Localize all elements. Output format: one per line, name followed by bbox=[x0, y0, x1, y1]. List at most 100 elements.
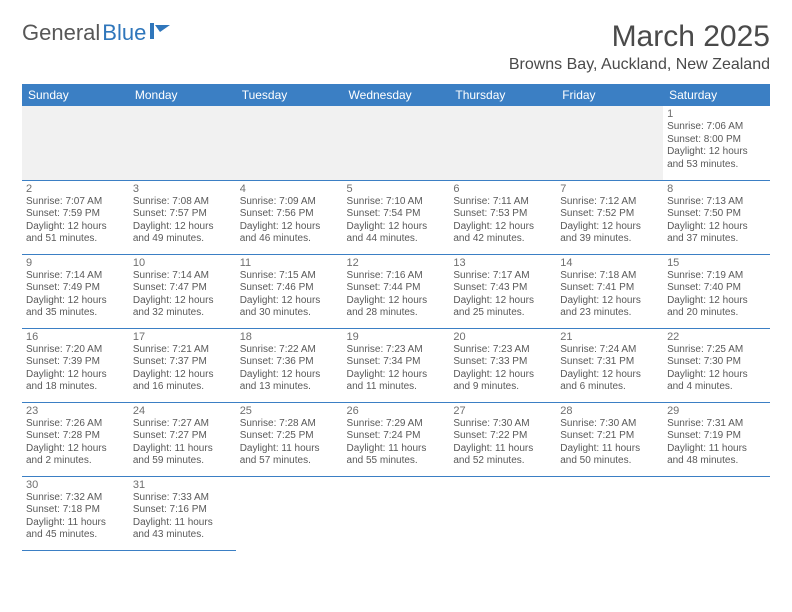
cell-sunset: Sunset: 7:40 PM bbox=[667, 282, 766, 295]
cell-sunset: Sunset: 7:50 PM bbox=[667, 208, 766, 221]
cell-day1: Daylight: 12 hours bbox=[560, 295, 659, 308]
cell-sunset: Sunset: 7:24 PM bbox=[347, 430, 446, 443]
cell-sunrise: Sunrise: 7:25 AM bbox=[667, 344, 766, 357]
cell-sunrise: Sunrise: 7:27 AM bbox=[133, 418, 232, 431]
cell-day2: and 46 minutes. bbox=[240, 233, 339, 246]
cell-day2: and 20 minutes. bbox=[667, 307, 766, 320]
cell-sunset: Sunset: 7:57 PM bbox=[133, 208, 232, 221]
cell-day1: Daylight: 12 hours bbox=[560, 221, 659, 234]
cell-sunset: Sunset: 7:43 PM bbox=[453, 282, 552, 295]
logo: General Blue bbox=[22, 20, 172, 46]
cell-sunrise: Sunrise: 7:23 AM bbox=[453, 344, 552, 357]
calendar-cell-empty bbox=[449, 106, 556, 180]
cell-day2: and 28 minutes. bbox=[347, 307, 446, 320]
day-number: 17 bbox=[133, 331, 232, 343]
calendar-cell: 23Sunrise: 7:26 AMSunset: 7:28 PMDayligh… bbox=[22, 402, 129, 476]
cell-sunset: Sunset: 7:34 PM bbox=[347, 356, 446, 369]
calendar-cell-empty bbox=[343, 106, 450, 180]
day-number: 22 bbox=[667, 331, 766, 343]
header: General Blue March 2025 Browns Bay, Auck… bbox=[22, 20, 770, 74]
cell-day1: Daylight: 12 hours bbox=[347, 221, 446, 234]
cell-sunrise: Sunrise: 7:26 AM bbox=[26, 418, 125, 431]
cell-day1: Daylight: 12 hours bbox=[453, 221, 552, 234]
cell-day1: Daylight: 12 hours bbox=[26, 221, 125, 234]
cell-sunset: Sunset: 7:21 PM bbox=[560, 430, 659, 443]
day-header: Wednesday bbox=[343, 84, 450, 106]
calendar-cell-empty bbox=[556, 476, 663, 550]
cell-day1: Daylight: 12 hours bbox=[347, 369, 446, 382]
cell-sunrise: Sunrise: 7:11 AM bbox=[453, 196, 552, 209]
cell-day2: and 49 minutes. bbox=[133, 233, 232, 246]
month-title: March 2025 bbox=[509, 20, 770, 54]
day-number: 26 bbox=[347, 405, 446, 417]
day-number: 14 bbox=[560, 257, 659, 269]
calendar-cell: 6Sunrise: 7:11 AMSunset: 7:53 PMDaylight… bbox=[449, 180, 556, 254]
cell-day1: Daylight: 11 hours bbox=[133, 517, 232, 530]
cell-sunrise: Sunrise: 7:31 AM bbox=[667, 418, 766, 431]
calendar-cell-empty bbox=[556, 106, 663, 180]
day-number: 12 bbox=[347, 257, 446, 269]
cell-day2: and 18 minutes. bbox=[26, 381, 125, 394]
cell-sunset: Sunset: 7:30 PM bbox=[667, 356, 766, 369]
day-number: 3 bbox=[133, 183, 232, 195]
day-number: 18 bbox=[240, 331, 339, 343]
cell-day2: and 32 minutes. bbox=[133, 307, 232, 320]
cell-day1: Daylight: 11 hours bbox=[667, 443, 766, 456]
cell-sunset: Sunset: 7:37 PM bbox=[133, 356, 232, 369]
calendar-cell: 7Sunrise: 7:12 AMSunset: 7:52 PMDaylight… bbox=[556, 180, 663, 254]
calendar-cell: 9Sunrise: 7:14 AMSunset: 7:49 PMDaylight… bbox=[22, 254, 129, 328]
cell-sunset: Sunset: 7:53 PM bbox=[453, 208, 552, 221]
cell-day1: Daylight: 12 hours bbox=[453, 295, 552, 308]
cell-sunrise: Sunrise: 7:13 AM bbox=[667, 196, 766, 209]
calendar-cell: 8Sunrise: 7:13 AMSunset: 7:50 PMDaylight… bbox=[663, 180, 770, 254]
day-number: 19 bbox=[347, 331, 446, 343]
cell-day1: Daylight: 12 hours bbox=[347, 295, 446, 308]
cell-day2: and 13 minutes. bbox=[240, 381, 339, 394]
day-number: 5 bbox=[347, 183, 446, 195]
day-number: 2 bbox=[26, 183, 125, 195]
calendar-cell: 10Sunrise: 7:14 AMSunset: 7:47 PMDayligh… bbox=[129, 254, 236, 328]
cell-day2: and 2 minutes. bbox=[26, 455, 125, 468]
calendar-cell: 13Sunrise: 7:17 AMSunset: 7:43 PMDayligh… bbox=[449, 254, 556, 328]
day-number: 20 bbox=[453, 331, 552, 343]
calendar-cell: 14Sunrise: 7:18 AMSunset: 7:41 PMDayligh… bbox=[556, 254, 663, 328]
calendar-cell: 24Sunrise: 7:27 AMSunset: 7:27 PMDayligh… bbox=[129, 402, 236, 476]
calendar-cell: 18Sunrise: 7:22 AMSunset: 7:36 PMDayligh… bbox=[236, 328, 343, 402]
cell-day1: Daylight: 12 hours bbox=[26, 369, 125, 382]
cell-day1: Daylight: 12 hours bbox=[667, 369, 766, 382]
cell-sunset: Sunset: 7:41 PM bbox=[560, 282, 659, 295]
calendar-cell: 17Sunrise: 7:21 AMSunset: 7:37 PMDayligh… bbox=[129, 328, 236, 402]
cell-day1: Daylight: 12 hours bbox=[240, 221, 339, 234]
cell-day2: and 57 minutes. bbox=[240, 455, 339, 468]
cell-sunset: Sunset: 7:22 PM bbox=[453, 430, 552, 443]
day-number: 21 bbox=[560, 331, 659, 343]
cell-day1: Daylight: 11 hours bbox=[240, 443, 339, 456]
calendar-row: 23Sunrise: 7:26 AMSunset: 7:28 PMDayligh… bbox=[22, 402, 770, 476]
cell-sunset: Sunset: 7:39 PM bbox=[26, 356, 125, 369]
cell-day2: and 51 minutes. bbox=[26, 233, 125, 246]
cell-day1: Daylight: 12 hours bbox=[133, 221, 232, 234]
day-header: Thursday bbox=[449, 84, 556, 106]
calendar-cell-empty bbox=[449, 476, 556, 550]
cell-day2: and 4 minutes. bbox=[667, 381, 766, 394]
day-header: Tuesday bbox=[236, 84, 343, 106]
calendar-cell: 4Sunrise: 7:09 AMSunset: 7:56 PMDaylight… bbox=[236, 180, 343, 254]
cell-day2: and 48 minutes. bbox=[667, 455, 766, 468]
cell-sunset: Sunset: 7:31 PM bbox=[560, 356, 659, 369]
cell-day2: and 45 minutes. bbox=[26, 529, 125, 542]
cell-day2: and 37 minutes. bbox=[667, 233, 766, 246]
calendar-cell: 11Sunrise: 7:15 AMSunset: 7:46 PMDayligh… bbox=[236, 254, 343, 328]
day-number: 9 bbox=[26, 257, 125, 269]
cell-day1: Daylight: 12 hours bbox=[240, 295, 339, 308]
cell-day2: and 11 minutes. bbox=[347, 381, 446, 394]
cell-day2: and 16 minutes. bbox=[133, 381, 232, 394]
cell-sunrise: Sunrise: 7:20 AM bbox=[26, 344, 125, 357]
calendar-cell: 12Sunrise: 7:16 AMSunset: 7:44 PMDayligh… bbox=[343, 254, 450, 328]
calendar-cell: 27Sunrise: 7:30 AMSunset: 7:22 PMDayligh… bbox=[449, 402, 556, 476]
cell-sunset: Sunset: 7:19 PM bbox=[667, 430, 766, 443]
cell-sunset: Sunset: 7:27 PM bbox=[133, 430, 232, 443]
logo-text-general: General bbox=[22, 20, 100, 46]
day-number: 28 bbox=[560, 405, 659, 417]
cell-sunrise: Sunrise: 7:33 AM bbox=[133, 492, 232, 505]
cell-sunset: Sunset: 7:59 PM bbox=[26, 208, 125, 221]
